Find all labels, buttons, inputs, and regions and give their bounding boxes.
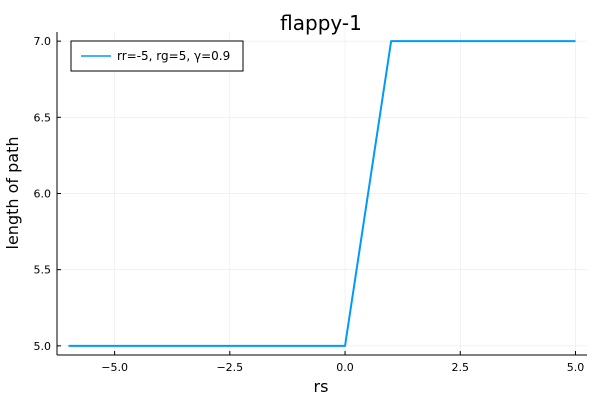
x-axis-label: rs: [314, 377, 329, 396]
grid: [57, 32, 587, 355]
y-tick-label: 6.0: [34, 188, 52, 201]
axes-frame: [56, 32, 587, 356]
x-tick-label: 5.0: [567, 361, 585, 374]
x-tick-label: −5.0: [101, 361, 128, 374]
series-lines: [68, 40, 576, 347]
legend: rr=-5, rg=5, γ=0.9: [70, 40, 244, 72]
y-tick-label: 5.0: [34, 340, 52, 353]
series-line: [68, 40, 576, 347]
chart-title: flappy-1: [280, 11, 362, 35]
y-axis-label: length of path: [3, 137, 22, 250]
y-tick-label: 5.5: [34, 264, 52, 277]
y-tick-label: 6.5: [34, 111, 52, 124]
x-tick-label: 0.0: [336, 361, 354, 374]
y-tick-label: 7.0: [34, 35, 52, 48]
legend-label: rr=-5, rg=5, γ=0.9: [117, 49, 230, 63]
x-tick-label: 2.5: [452, 361, 470, 374]
x-tick-label: −2.5: [216, 361, 243, 374]
tick-labels: −5.0 −2.5 0.0 2.5 5.0 5.0 5.5 6.0 6.5 7.0: [34, 35, 585, 374]
